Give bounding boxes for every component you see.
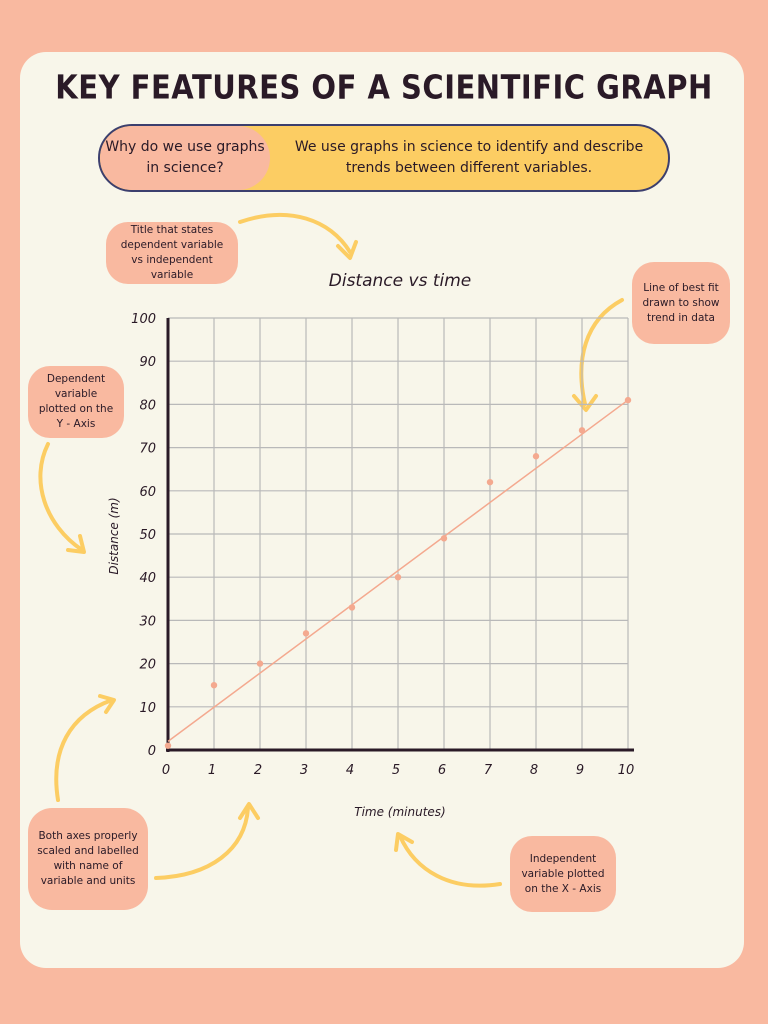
- arrow-to-best-fit-head-icon: [572, 394, 598, 412]
- arrow-to-x-axis-icon: [398, 834, 502, 888]
- x-tick-label: 9: [576, 763, 584, 778]
- y-tick-label: 10: [139, 701, 156, 716]
- question-answer-banner: Why do we use graphs in science? We use …: [98, 124, 670, 192]
- data-point: [164, 742, 172, 749]
- data-point: [578, 427, 586, 434]
- y-tick-label: 50: [139, 528, 156, 543]
- y-tick-label: 70: [139, 442, 156, 457]
- arrow-to-y-axis-icon: [38, 442, 84, 552]
- answer-text: We use graphs in science to identify and…: [294, 139, 644, 176]
- arrow-to-title-icon: [238, 213, 352, 254]
- x-tick-label: 5: [392, 763, 400, 778]
- title-note-bubble: Title that states dependent variable vs …: [106, 222, 238, 284]
- chart-title: Distance vs time: [329, 271, 471, 291]
- x-tick-label: 8: [530, 763, 538, 778]
- data-point: [348, 604, 356, 611]
- arrow-to-axes-up-head-icon: [98, 694, 116, 714]
- y-axis-note-bubble: Dependent variable plotted on the Y - Ax…: [28, 366, 124, 438]
- y-tick-label: 30: [139, 614, 156, 629]
- arrow-to-axes-right-icon: [154, 806, 250, 880]
- x-tick-label: 7: [484, 763, 493, 778]
- data-point: [624, 396, 632, 404]
- question-text: Why do we use graphs in science?: [100, 126, 270, 190]
- x-tick-label: 4: [346, 763, 354, 778]
- page-title: KEY FEATURES OF A SCIENTIFIC GRAPH: [55, 67, 713, 107]
- axes-note-bubble: Both axes properly scaled and labelled w…: [28, 808, 148, 910]
- data-point: [210, 682, 218, 689]
- arrow-to-title-head-icon: [336, 240, 358, 260]
- x-tick-label: 3: [300, 763, 308, 778]
- x-axis-label: Time (minutes): [354, 805, 446, 819]
- arrow-to-x-axis-head-icon: [394, 832, 414, 852]
- y-tick-label: 20: [139, 658, 156, 673]
- x-axis-note-bubble: Independent variable plotted on the X - …: [510, 836, 616, 912]
- data-point: [486, 478, 494, 486]
- y-axis-label: Distance (m): [107, 497, 121, 574]
- arrow-to-y-axis-head-icon: [66, 534, 86, 554]
- arrow-to-axes-right-head-icon: [238, 802, 260, 820]
- x-tick-label: 2: [254, 763, 262, 778]
- best-fit-note-bubble: Line of best fit drawn to show trend in …: [632, 262, 730, 344]
- data-point: [532, 453, 540, 460]
- x-tick-label: 0: [162, 763, 170, 778]
- y-tick-label: 60: [139, 485, 156, 500]
- data-point: [256, 660, 264, 667]
- data-point: [440, 535, 448, 542]
- data-point: [394, 574, 402, 581]
- data-point: [302, 630, 310, 637]
- y-tick-label: 100: [131, 312, 156, 327]
- y-tick-label: 40: [139, 571, 156, 586]
- y-tick-label: 90: [139, 355, 156, 370]
- x-tick-label: 1: [208, 763, 216, 778]
- y-tick-label: 0: [148, 744, 156, 759]
- arrow-to-best-fit-icon: [579, 298, 624, 406]
- arrow-to-axes-up-icon: [54, 698, 114, 802]
- best-fit-line: [167, 399, 629, 742]
- x-tick-label: 6: [438, 763, 446, 778]
- y-tick-label: 80: [139, 398, 156, 413]
- x-tick-label: 10: [618, 763, 635, 778]
